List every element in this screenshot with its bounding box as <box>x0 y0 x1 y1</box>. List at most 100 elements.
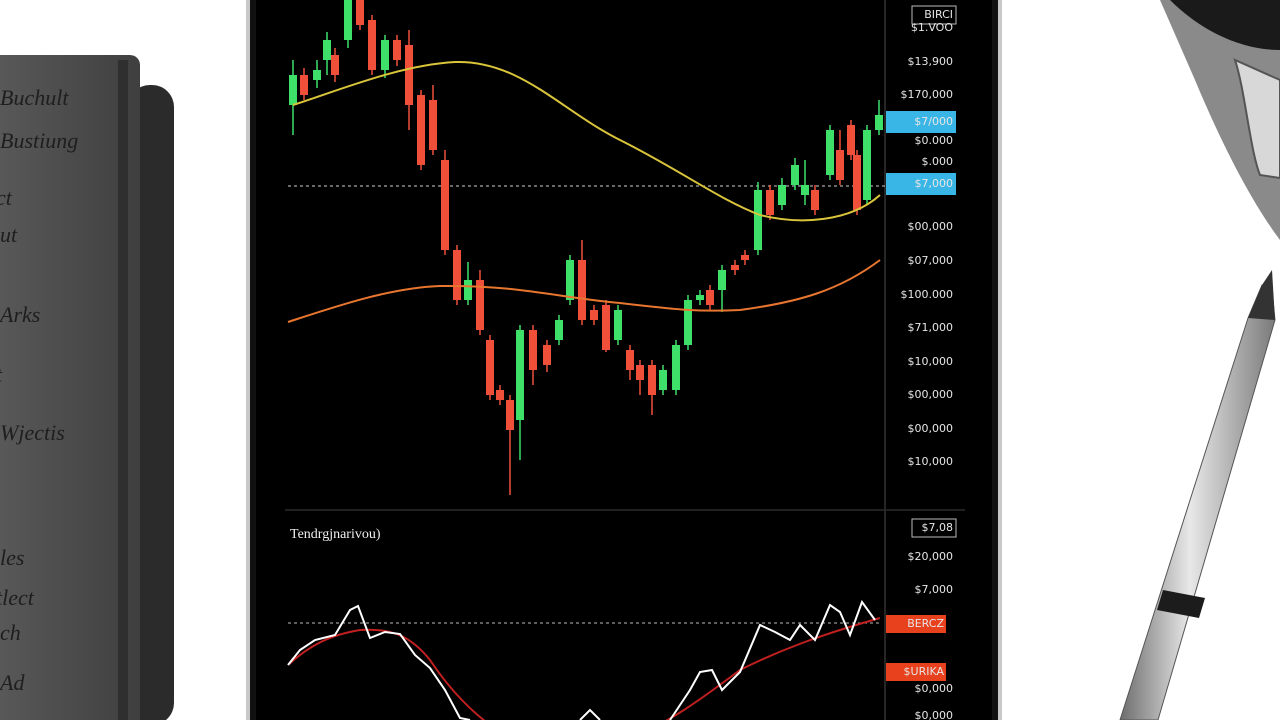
indicator-label: $0,000 <box>915 682 954 695</box>
candle-body <box>331 55 339 75</box>
candle-body <box>614 310 622 340</box>
candle-body <box>672 345 680 390</box>
price-label: $00,000 <box>908 388 954 401</box>
candle-body <box>706 290 714 305</box>
pen-body <box>1119 284 1276 720</box>
price-label: $7,000 <box>915 177 954 190</box>
indicator-label: $7,08 <box>922 521 954 534</box>
price-label: $00,000 <box>908 422 954 435</box>
handwriting: Buchult Bustiung ct ut Arks t Wjectis les tlect c… <box>0 85 78 695</box>
pen-tip <box>1248 270 1275 320</box>
saucer <box>1160 0 1280 240</box>
indicator-title: Tendrgjnarivou) <box>290 527 381 542</box>
candle-body <box>496 390 504 400</box>
indicator-line <box>287 599 876 720</box>
indicator-label: $URIKA <box>904 665 945 678</box>
candle-body <box>648 365 656 395</box>
candle-body <box>300 75 308 95</box>
notebook-cover <box>0 55 140 720</box>
candle-body <box>356 0 364 25</box>
candle-body <box>393 40 401 60</box>
candle-body <box>529 330 537 370</box>
candle-body <box>566 260 574 300</box>
handwriting-line: ch <box>0 620 21 645</box>
price-axis: BIRCI$1.VOO $13,900 $170,000 $7/000 $0.000 $.… <box>886 5 957 468</box>
candle-body <box>766 190 774 215</box>
price-label: $13,900 <box>908 55 954 68</box>
handwriting-line: les <box>0 545 24 570</box>
candle-body <box>836 150 844 180</box>
candles <box>289 0 883 495</box>
handwriting-line: tlect <box>0 585 35 610</box>
notebook-edge <box>118 60 128 720</box>
handwriting-line: Wjectis <box>0 420 65 445</box>
candle-body <box>578 260 586 320</box>
price-label: $10,000 <box>908 455 954 468</box>
candle-body <box>555 320 563 340</box>
candle-body <box>626 350 634 370</box>
handwriting-line: Arks <box>0 302 40 327</box>
price-highlight <box>886 663 946 681</box>
price-label: $0.000 <box>915 134 954 147</box>
price-highlight <box>886 173 956 195</box>
candle-body <box>853 155 861 210</box>
candle-body <box>464 280 472 300</box>
candle-body <box>811 190 819 210</box>
moving-average-fast <box>287 259 881 323</box>
handwriting-line: Ad <box>0 670 25 695</box>
candle-body <box>696 295 704 300</box>
candle-body <box>405 45 413 105</box>
candle-body <box>778 185 786 205</box>
candle-body <box>602 305 610 350</box>
handwriting-line: Bustiung <box>0 128 78 153</box>
candle-body <box>543 345 551 365</box>
candle-body <box>417 95 425 165</box>
handwriting-line: ct <box>0 185 13 210</box>
candle-body <box>590 310 598 320</box>
indicator-axis: $7,08 $20,000 $7,000 BERCZ $URIKA $0,000 $0,00… <box>886 518 957 720</box>
indicator-label: $7,000 <box>915 583 954 596</box>
candle-body <box>516 330 524 420</box>
tablet-screen <box>256 0 992 720</box>
candle-body <box>659 370 667 390</box>
cup-rim <box>1170 0 1280 50</box>
candle-body <box>791 165 799 185</box>
candle-body <box>801 185 809 195</box>
price-highlight <box>911 518 957 538</box>
candle-body <box>486 340 494 395</box>
cup-handle <box>1233 58 1280 180</box>
candle-body <box>429 100 437 150</box>
price-label: $07,000 <box>908 254 954 267</box>
price-label: $71,000 <box>908 321 954 334</box>
handwriting-line: ut <box>0 222 18 247</box>
coffee-cup <box>1160 0 1280 240</box>
indicator-label: $20,000 <box>908 550 954 563</box>
price-highlight <box>886 615 946 633</box>
tablet: Tendrgjnarivou) BIRCI$1.VOO $13,900 $170,0… <box>246 0 1002 720</box>
candle-body <box>506 400 514 430</box>
price-label: $7/000 <box>914 115 953 128</box>
pen-band <box>1157 590 1205 618</box>
candle-body <box>476 280 484 330</box>
price-label: $170,000 <box>901 88 954 101</box>
indicator-label: $0,000 <box>915 709 954 720</box>
candle-body <box>847 125 855 155</box>
indicator-label: BERCZ <box>907 617 944 630</box>
candle-body <box>826 130 834 175</box>
candle-body <box>323 40 331 60</box>
price-highlight <box>911 5 957 25</box>
price-label: $00,000 <box>908 220 954 233</box>
candle-body <box>754 190 762 250</box>
candle-body <box>344 0 352 40</box>
pen <box>1119 270 1276 720</box>
candle-body <box>381 40 389 70</box>
candle-body <box>441 160 449 250</box>
candle-body <box>636 365 644 380</box>
price-label: $.000 <box>922 155 954 168</box>
candle-body <box>731 265 739 270</box>
candle-body <box>289 75 297 105</box>
candle-body <box>368 20 376 70</box>
price-label: $100.000 <box>901 288 954 301</box>
candle-body <box>863 130 871 200</box>
